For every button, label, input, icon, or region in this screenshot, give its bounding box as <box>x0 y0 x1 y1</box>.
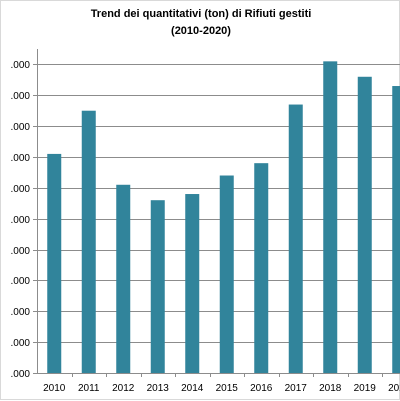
axes <box>37 49 400 374</box>
y-tick-label: .000 <box>11 91 31 102</box>
y-tick-label: .000 <box>11 153 31 164</box>
x-tick-label: 2012 <box>112 383 135 394</box>
y-tick-label: .000 <box>11 369 31 380</box>
x-tick-label: 2018 <box>319 383 342 394</box>
x-tick-label: 2013 <box>147 383 170 394</box>
y-tick-label: .000 <box>11 184 31 195</box>
bar <box>116 184 131 373</box>
chart-title: Trend dei quantitativi (ton) di Rifiuti … <box>91 8 312 20</box>
bar <box>219 175 234 373</box>
bar <box>392 86 400 374</box>
bar <box>81 110 96 373</box>
y-tick-label: .000 <box>11 276 31 287</box>
bar <box>288 104 303 374</box>
bars <box>47 61 400 374</box>
x-tick-label: 2020 <box>388 383 400 394</box>
bar <box>323 61 338 373</box>
x-axis-ticks: 2010 2011 2012 2013 2014 2015 2016 2017 2018 2019… <box>43 373 400 394</box>
x-tick-label: 2014 <box>181 383 204 394</box>
y-tick-label: .000 <box>11 215 31 226</box>
y-tick-label: .000 <box>11 122 31 133</box>
x-tick-label: 2019 <box>354 383 377 394</box>
bar <box>47 153 62 373</box>
gridlines <box>37 64 400 343</box>
bar <box>150 200 165 373</box>
bar <box>185 194 200 373</box>
y-tick-label: .000 <box>11 338 31 349</box>
chart-subtitle: (2010-2020) <box>171 25 231 37</box>
x-tick-label: 2010 <box>43 383 66 394</box>
y-axis-ticks: .000 .000 .000 .000 .000 .000 .000 .000 .000 .000… <box>11 60 37 380</box>
bar <box>254 163 269 373</box>
x-tick-label: 2015 <box>216 383 239 394</box>
y-tick-label: .000 <box>11 246 31 257</box>
x-tick-label: 2011 <box>78 383 100 394</box>
x-tick-label: 2016 <box>250 383 273 394</box>
y-tick-label: .000 <box>11 307 31 318</box>
bar <box>357 76 372 374</box>
x-tick-label: 2017 <box>285 383 308 394</box>
y-tick-label: .000 <box>11 60 31 71</box>
